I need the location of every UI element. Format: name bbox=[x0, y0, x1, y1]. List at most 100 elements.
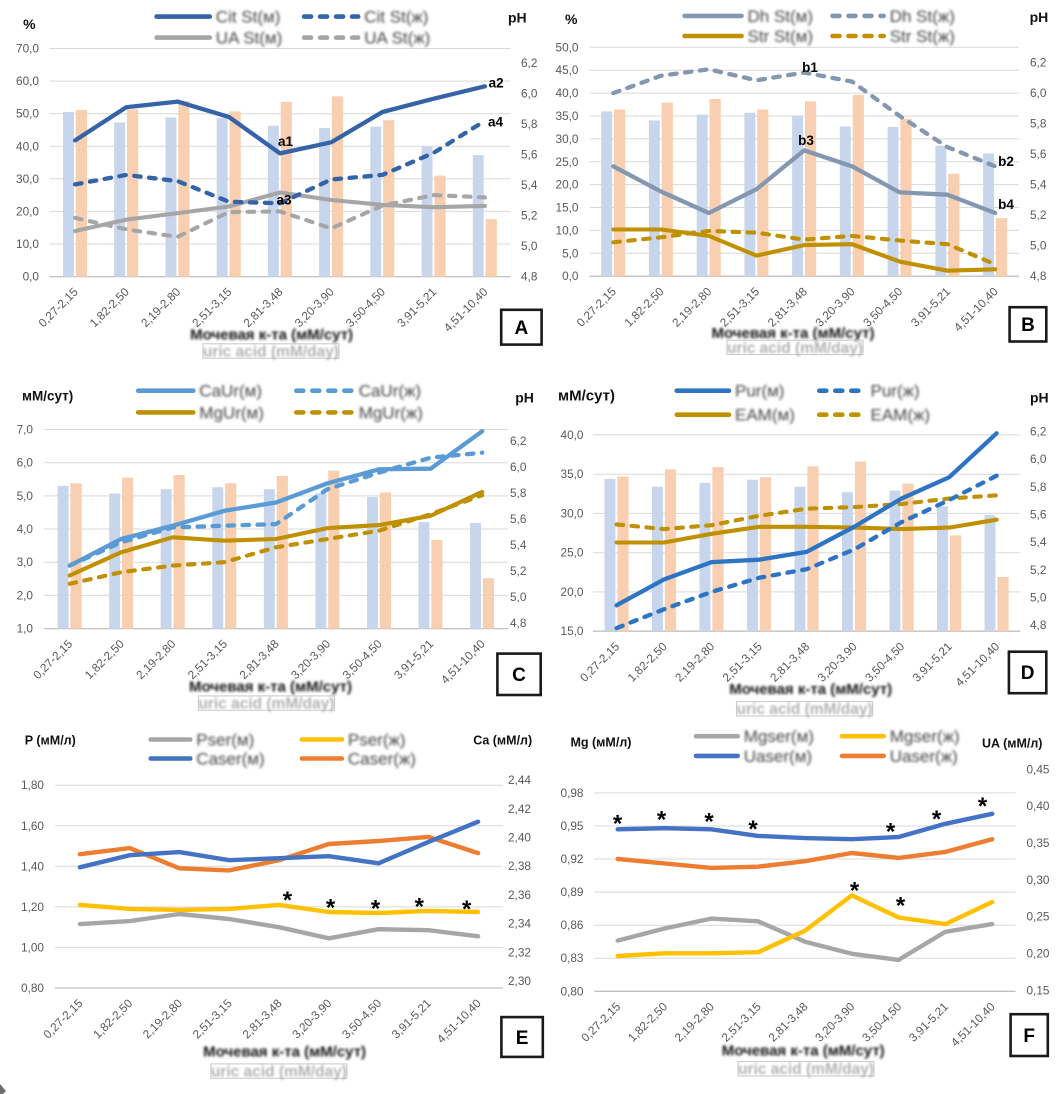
svg-text:*: * bbox=[978, 793, 988, 820]
svg-text:6,2: 6,2 bbox=[521, 56, 537, 70]
svg-text:20,0: 20,0 bbox=[561, 585, 584, 599]
svg-text:Uaser(м): Uaser(м) bbox=[744, 747, 812, 766]
svg-text:%: % bbox=[565, 11, 578, 27]
svg-text:uric acid (mM/day): uric acid (mM/day) bbox=[737, 701, 873, 718]
svg-text:*: * bbox=[850, 877, 860, 904]
svg-text:*: * bbox=[657, 807, 667, 834]
svg-text:*: * bbox=[886, 819, 896, 846]
svg-text:2,40: 2,40 bbox=[508, 831, 531, 845]
svg-text:2,36: 2,36 bbox=[508, 888, 531, 902]
svg-text:2,44: 2,44 bbox=[508, 773, 531, 787]
svg-text:30,0: 30,0 bbox=[556, 132, 579, 146]
svg-text:5,0: 5,0 bbox=[1030, 239, 1047, 253]
svg-text:0,83: 0,83 bbox=[561, 951, 584, 965]
svg-text:10,0: 10,0 bbox=[556, 223, 579, 237]
svg-text:5,8: 5,8 bbox=[1030, 117, 1047, 131]
svg-text:uric acid (mM/day): uric acid (mM/day) bbox=[727, 340, 863, 357]
svg-text:6,0: 6,0 bbox=[1030, 86, 1047, 100]
svg-text:20,0: 20,0 bbox=[16, 204, 39, 218]
svg-text:35,0: 35,0 bbox=[561, 467, 584, 481]
svg-text:Caser(ж): Caser(ж) bbox=[348, 750, 416, 769]
svg-text:15,0: 15,0 bbox=[561, 624, 584, 638]
svg-text:15,0: 15,0 bbox=[556, 201, 579, 215]
svg-text:35,0: 35,0 bbox=[556, 109, 579, 123]
svg-text:P (мМ/л): P (мМ/л) bbox=[25, 733, 76, 747]
svg-text:1,00: 1,00 bbox=[21, 940, 44, 954]
svg-text:1,60: 1,60 bbox=[21, 819, 44, 833]
svg-text:6,2: 6,2 bbox=[510, 434, 526, 448]
svg-text:Pur(ж): Pur(ж) bbox=[871, 382, 920, 401]
svg-text:мМ/сут): мМ/сут) bbox=[558, 388, 615, 405]
svg-text:6,0: 6,0 bbox=[521, 87, 538, 101]
svg-text:b4: b4 bbox=[998, 197, 1014, 212]
svg-text:70,0: 70,0 bbox=[16, 42, 39, 56]
svg-text:Uaser(ж): Uaser(ж) bbox=[890, 747, 958, 766]
svg-text:50,0: 50,0 bbox=[16, 107, 39, 121]
svg-text:2,32: 2,32 bbox=[508, 945, 531, 959]
svg-text:Pser(м): Pser(м) bbox=[196, 731, 254, 750]
svg-text:3,0: 3,0 bbox=[17, 555, 34, 569]
svg-text:Мочевая к-та (мМ/сут): Мочевая к-та (мМ/сут) bbox=[722, 1042, 885, 1059]
svg-text:*: * bbox=[932, 806, 942, 833]
svg-text:Dh St(м): Dh St(м) bbox=[748, 7, 814, 26]
svg-text:0,35: 0,35 bbox=[1027, 836, 1050, 850]
svg-text:pH: pH bbox=[1030, 389, 1049, 405]
svg-text:pH: pH bbox=[515, 389, 534, 405]
svg-text:0,80: 0,80 bbox=[21, 981, 44, 995]
svg-text:Cіt St(м): Cіt St(м) bbox=[216, 8, 281, 27]
svg-text:6,0: 6,0 bbox=[1030, 452, 1047, 466]
svg-text:5,4: 5,4 bbox=[1030, 535, 1047, 549]
svg-text:30,0: 30,0 bbox=[561, 506, 584, 520]
svg-text:5,6: 5,6 bbox=[1030, 508, 1047, 522]
svg-text:b2: b2 bbox=[998, 154, 1014, 169]
svg-text:*: * bbox=[462, 896, 472, 923]
svg-text:5,2: 5,2 bbox=[510, 564, 526, 578]
svg-text:Mg (мМ/л): Mg (мМ/л) bbox=[571, 736, 632, 750]
svg-text:2,0: 2,0 bbox=[17, 588, 34, 602]
svg-text:MgUr(ж): MgUr(ж) bbox=[359, 403, 423, 422]
svg-text:4,8: 4,8 bbox=[1030, 269, 1047, 283]
svg-text:4,8: 4,8 bbox=[1030, 618, 1047, 632]
svg-text:B: B bbox=[1021, 315, 1035, 336]
svg-text:45,0: 45,0 bbox=[556, 63, 579, 77]
svg-text:20,0: 20,0 bbox=[556, 178, 579, 192]
svg-text:4,8: 4,8 bbox=[521, 270, 538, 284]
svg-text:0,40: 0,40 bbox=[1027, 799, 1050, 813]
svg-text:40,0: 40,0 bbox=[561, 428, 584, 442]
svg-text:MgUr(м): MgUr(м) bbox=[199, 403, 264, 422]
svg-text:1,80: 1,80 bbox=[21, 778, 44, 792]
svg-text:5,4: 5,4 bbox=[521, 178, 538, 192]
svg-text:1,40: 1,40 bbox=[21, 859, 44, 873]
svg-text:*: * bbox=[283, 887, 293, 914]
svg-text:*: * bbox=[326, 895, 336, 922]
svg-text:10,0: 10,0 bbox=[16, 237, 39, 251]
svg-text:0,25: 0,25 bbox=[1027, 910, 1050, 924]
svg-text:5,8: 5,8 bbox=[510, 486, 527, 500]
svg-text:5,2: 5,2 bbox=[1030, 563, 1046, 577]
svg-text:A: A bbox=[515, 318, 529, 339]
svg-text:*: * bbox=[613, 810, 623, 837]
svg-text:25,0: 25,0 bbox=[561, 546, 584, 560]
svg-text:5,4: 5,4 bbox=[510, 538, 527, 552]
svg-text:2,42: 2,42 bbox=[508, 802, 531, 816]
svg-text:Mgser(ж): Mgser(ж) bbox=[890, 727, 960, 746]
svg-text:*: * bbox=[704, 809, 714, 836]
svg-text:1,20: 1,20 bbox=[21, 900, 44, 914]
svg-text:0,89: 0,89 bbox=[561, 885, 584, 899]
svg-text:b3: b3 bbox=[798, 133, 814, 148]
svg-text:ЕАМ(м): ЕАМ(м) bbox=[735, 406, 795, 425]
svg-text:b1: b1 bbox=[802, 60, 818, 75]
svg-text:5,4: 5,4 bbox=[1030, 178, 1047, 192]
svg-text:uric acid (mM/day): uric acid (mM/day) bbox=[738, 1061, 874, 1078]
svg-text:C: C bbox=[512, 665, 526, 686]
svg-text:0,98: 0,98 bbox=[561, 786, 584, 800]
svg-text:0,95: 0,95 bbox=[561, 819, 584, 833]
svg-text:UA (мМ/л): UA (мМ/л) bbox=[982, 737, 1042, 751]
svg-text:0,80: 0,80 bbox=[561, 984, 584, 998]
svg-text:Мочевая к-та (мМ/сут): Мочевая к-та (мМ/сут) bbox=[712, 325, 875, 342]
svg-text:Pser(ж): Pser(ж) bbox=[348, 731, 406, 750]
svg-text:5,0: 5,0 bbox=[562, 246, 579, 260]
svg-text:2,38: 2,38 bbox=[508, 859, 531, 873]
svg-text:5,6: 5,6 bbox=[510, 512, 527, 526]
svg-text:Мочевая к-та (мМ/сут): Мочевая к-та (мМ/сут) bbox=[190, 327, 353, 344]
